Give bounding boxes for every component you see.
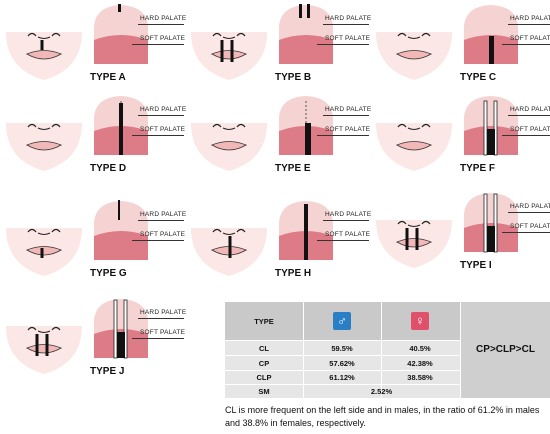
panel-type-g: HARD PALATE SOFT PALATE TYPE G bbox=[2, 200, 186, 300]
palate-illustration bbox=[90, 200, 152, 269]
row-type: CLP bbox=[256, 373, 272, 382]
type-title: TYPE G bbox=[90, 268, 127, 279]
row-type: CP bbox=[258, 359, 270, 368]
soft-palate-line bbox=[132, 338, 184, 339]
soft-palate-line bbox=[317, 44, 369, 45]
row-type: CL bbox=[259, 344, 269, 353]
panel-type-d: HARD PALATE SOFT PALATE TYPE D bbox=[2, 95, 186, 195]
soft-palate-label: SOFT PALATE bbox=[325, 35, 371, 42]
soft-palate-label: SOFT PALATE bbox=[325, 126, 371, 133]
panel-type-i: HARD PALATE SOFT PALATE TYPE I bbox=[372, 192, 550, 292]
hard-palate-label: HARD PALATE bbox=[325, 211, 372, 218]
soft-palate-line bbox=[502, 44, 550, 45]
soft-palate-label: SOFT PALATE bbox=[510, 126, 550, 133]
panel-type-j: HARD PALATE SOFT PALATE TYPE J bbox=[2, 298, 186, 398]
summary-cell: CP>CLP>CL bbox=[461, 302, 550, 398]
hard-palate-line bbox=[138, 220, 184, 221]
row-male: 57.62% bbox=[329, 359, 355, 368]
palate-illustration bbox=[460, 4, 522, 73]
face-illustration bbox=[187, 14, 271, 89]
row-male: 61.12% bbox=[329, 373, 355, 382]
panel-type-e: HARD PALATE SOFT PALATE TYPE E bbox=[187, 95, 371, 195]
type-title: TYPE D bbox=[90, 163, 127, 174]
hard-palate-label: HARD PALATE bbox=[325, 106, 372, 113]
face-illustration bbox=[372, 105, 456, 180]
hard-palate-line bbox=[508, 212, 550, 213]
row-female: 40.5% bbox=[409, 344, 431, 353]
face-illustration bbox=[2, 210, 86, 285]
soft-palate-label: SOFT PALATE bbox=[140, 231, 186, 238]
type-title: TYPE J bbox=[90, 366, 125, 377]
panel-type-f: HARD PALATE SOFT PALATE TYPE F bbox=[372, 95, 550, 195]
soft-palate-line bbox=[502, 135, 550, 136]
hard-palate-line bbox=[323, 24, 369, 25]
panel-type-b: HARD PALATE SOFT PALATE TYPE B bbox=[187, 4, 371, 104]
palate-illustration bbox=[90, 4, 152, 73]
type-title: TYPE H bbox=[275, 268, 312, 279]
soft-palate-label: SOFT PALATE bbox=[510, 223, 550, 230]
soft-palate-label: SOFT PALATE bbox=[140, 329, 186, 336]
palate-illustration bbox=[275, 95, 337, 164]
hard-palate-line bbox=[323, 115, 369, 116]
face-illustration bbox=[372, 202, 456, 277]
hard-palate-label: HARD PALATE bbox=[510, 15, 550, 22]
soft-palate-label: SOFT PALATE bbox=[140, 35, 186, 42]
hard-palate-label: HARD PALATE bbox=[140, 211, 187, 218]
hard-palate-line bbox=[138, 115, 184, 116]
face-illustration bbox=[2, 308, 86, 383]
face-illustration bbox=[187, 210, 271, 285]
palate-illustration bbox=[460, 192, 522, 261]
hard-palate-label: HARD PALATE bbox=[510, 203, 550, 210]
hard-palate-label: HARD PALATE bbox=[140, 15, 187, 22]
type-title: TYPE B bbox=[275, 72, 312, 83]
row-type: SM bbox=[258, 387, 270, 396]
hard-palate-line bbox=[508, 24, 550, 25]
soft-palate-line bbox=[132, 135, 184, 136]
palate-illustration bbox=[90, 298, 152, 367]
table-header-type: TYPE bbox=[254, 317, 274, 326]
hard-palate-label: HARD PALATE bbox=[510, 106, 550, 113]
soft-palate-label: SOFT PALATE bbox=[510, 35, 550, 42]
face-illustration bbox=[2, 14, 86, 89]
palate-illustration bbox=[90, 95, 152, 164]
row-male: 59.5% bbox=[331, 344, 353, 353]
face-illustration bbox=[187, 105, 271, 180]
hard-palate-line bbox=[508, 115, 550, 116]
soft-palate-label: SOFT PALATE bbox=[325, 231, 371, 238]
statistics-table: TYPE ♂ ♀ CL 59.5% 40.5% CP 57.62% 42.38%… bbox=[225, 302, 550, 398]
soft-palate-label: SOFT PALATE bbox=[140, 126, 186, 133]
palate-illustration bbox=[275, 200, 337, 269]
palate-illustration bbox=[460, 95, 522, 164]
hard-palate-label: HARD PALATE bbox=[140, 309, 187, 316]
panel-type-h: HARD PALATE SOFT PALATE TYPE H bbox=[187, 200, 371, 300]
type-title: TYPE A bbox=[90, 72, 126, 83]
palate-illustration bbox=[275, 4, 337, 73]
soft-palate-line bbox=[132, 240, 184, 241]
type-title: TYPE C bbox=[460, 72, 497, 83]
soft-palate-line bbox=[132, 44, 184, 45]
summary-text: CP>CLP>CL bbox=[476, 344, 535, 355]
type-title: TYPE F bbox=[460, 163, 496, 174]
female-icon: ♀ bbox=[411, 312, 429, 330]
panel-type-a: HARD PALATE SOFT PALATE TYPE A bbox=[2, 4, 186, 104]
hard-palate-label: HARD PALATE bbox=[140, 106, 187, 113]
male-icon: ♂ bbox=[333, 312, 351, 330]
type-title: TYPE E bbox=[275, 163, 311, 174]
hard-palate-line bbox=[138, 318, 184, 319]
soft-palate-line bbox=[317, 240, 369, 241]
hard-palate-line bbox=[323, 220, 369, 221]
row-female: 38.58% bbox=[407, 373, 433, 382]
type-title: TYPE I bbox=[460, 260, 492, 271]
hard-palate-label: HARD PALATE bbox=[325, 15, 372, 22]
soft-palate-line bbox=[317, 135, 369, 136]
footnote: CL is more frequent on the left side and… bbox=[225, 405, 540, 428]
row-combined: 2.52% bbox=[370, 387, 393, 396]
face-illustration bbox=[372, 14, 456, 89]
hard-palate-line bbox=[138, 24, 184, 25]
face-illustration bbox=[2, 105, 86, 180]
row-female: 42.38% bbox=[407, 359, 433, 368]
soft-palate-line bbox=[502, 232, 550, 233]
panel-type-c: HARD PALATE SOFT PALATE TYPE C bbox=[372, 4, 550, 104]
